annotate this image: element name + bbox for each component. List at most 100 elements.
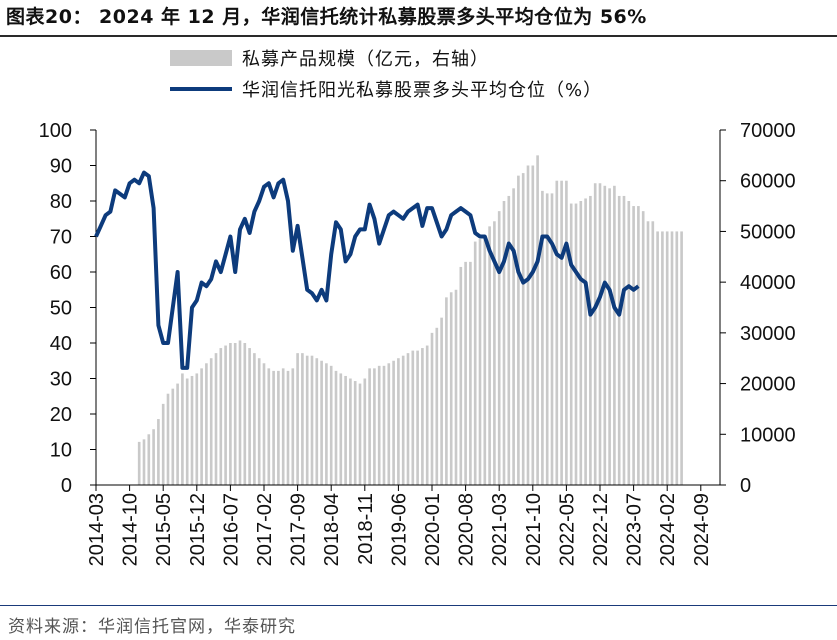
bar: [157, 419, 160, 485]
bar: [493, 221, 496, 486]
bar: [632, 206, 635, 485]
bar: [161, 403, 165, 485]
x-tick-label: 2020-01: [422, 493, 444, 566]
bar: [536, 155, 539, 486]
figure-title: 图表20： 2024 年 12 月，华润信托统计私募股票多头平均仓位为 56%: [6, 6, 647, 28]
source-note: 资料来源：华润信托官网，华泰研究: [8, 617, 296, 637]
legend-label-line: 华润信托阳光私募股票多头平均仓位（%）: [242, 80, 602, 101]
bar: [656, 231, 659, 485]
bar: [651, 221, 655, 486]
bar: [147, 434, 151, 485]
bar: [224, 345, 227, 485]
right-tick-label: 20000: [740, 374, 796, 396]
bar: [387, 363, 391, 485]
bar: [589, 195, 592, 485]
bar: [296, 353, 299, 485]
bars-layer: [137, 155, 683, 486]
x-tick-label: 2018-11: [355, 493, 377, 565]
bar: [550, 193, 554, 485]
bar: [613, 185, 616, 486]
x-tick-label: 2015-05: [153, 493, 175, 566]
bar: [449, 292, 453, 485]
bar: [392, 360, 395, 485]
left-tick-label: 50: [50, 298, 72, 320]
bar: [416, 350, 419, 485]
bar: [219, 348, 223, 485]
bar: [421, 348, 424, 485]
bar: [665, 231, 669, 485]
right-tick-label: 0: [740, 475, 751, 497]
bar: [243, 343, 247, 485]
bar: [152, 429, 155, 485]
right-tick-label: 40000: [740, 272, 796, 294]
left-tick-label: 60: [50, 262, 72, 284]
bar: [305, 355, 309, 485]
bar: [670, 231, 674, 485]
bar: [344, 375, 347, 485]
right-tick-label: 30000: [740, 323, 796, 345]
bar: [301, 353, 304, 485]
bar: [473, 241, 477, 485]
bar: [137, 441, 141, 485]
left-tick-label: 100: [39, 120, 72, 142]
bar: [617, 195, 621, 485]
x-tick-label: 2022-05: [556, 493, 578, 566]
bar: [454, 289, 458, 485]
bar: [238, 340, 242, 485]
x-tick-label: 2022-12: [590, 493, 612, 566]
x-tick-label: 2014-10: [120, 493, 142, 566]
bar: [209, 358, 213, 485]
bar: [214, 353, 218, 485]
bar: [325, 363, 328, 485]
bar: [315, 358, 319, 485]
bar: [627, 201, 631, 485]
left-tick-label: 10: [50, 440, 72, 462]
left-tick-label: 0: [61, 475, 72, 497]
bar: [488, 226, 491, 486]
bar: [406, 353, 410, 485]
bar: [507, 195, 511, 485]
bar: [646, 221, 650, 486]
right-tick-label: 60000: [740, 171, 796, 193]
left-tick-label: 90: [50, 156, 72, 178]
bar: [459, 266, 463, 485]
right-tick-label: 10000: [740, 424, 796, 446]
bar: [320, 360, 323, 485]
bar: [565, 180, 568, 485]
bar: [440, 317, 443, 485]
bar: [377, 365, 381, 485]
x-tick-label: 2017-09: [288, 493, 310, 566]
bar: [661, 231, 664, 485]
bar: [349, 378, 352, 485]
bar: [680, 231, 683, 485]
bar: [469, 261, 472, 485]
bar: [641, 211, 645, 485]
bar: [430, 332, 434, 485]
chart: 私募产品规模（亿元，右轴） 华润信托阳光私募股票多头平均仓位（%） 0 10 20 3…: [39, 49, 796, 566]
bar: [502, 201, 506, 485]
bar: [526, 165, 530, 485]
bar: [521, 173, 525, 486]
bar: [185, 378, 189, 485]
bar: [281, 368, 285, 485]
bar: [353, 381, 357, 485]
bar: [205, 363, 208, 485]
bar: [512, 188, 515, 485]
source-rule: [0, 605, 837, 606]
bar: [253, 353, 256, 485]
bar: [291, 368, 295, 485]
bar: [358, 383, 362, 485]
x-tick-label: 2016-07: [220, 493, 242, 566]
bar: [272, 370, 275, 485]
left-tick-label: 80: [50, 191, 72, 213]
bar: [286, 370, 290, 485]
bar: [497, 211, 501, 485]
bar: [675, 231, 679, 485]
bar: [382, 365, 386, 485]
legend-swatch-bars: [170, 50, 232, 66]
x-tick-label: 2021-10: [523, 493, 545, 566]
bar: [233, 343, 237, 485]
x-tick-label: 2019-06: [388, 493, 410, 566]
legend: 私募产品规模（亿元，右轴） 华润信托阳光私募股票多头平均仓位（%）: [170, 49, 602, 101]
x-tick-label: 2024-09: [691, 493, 713, 566]
